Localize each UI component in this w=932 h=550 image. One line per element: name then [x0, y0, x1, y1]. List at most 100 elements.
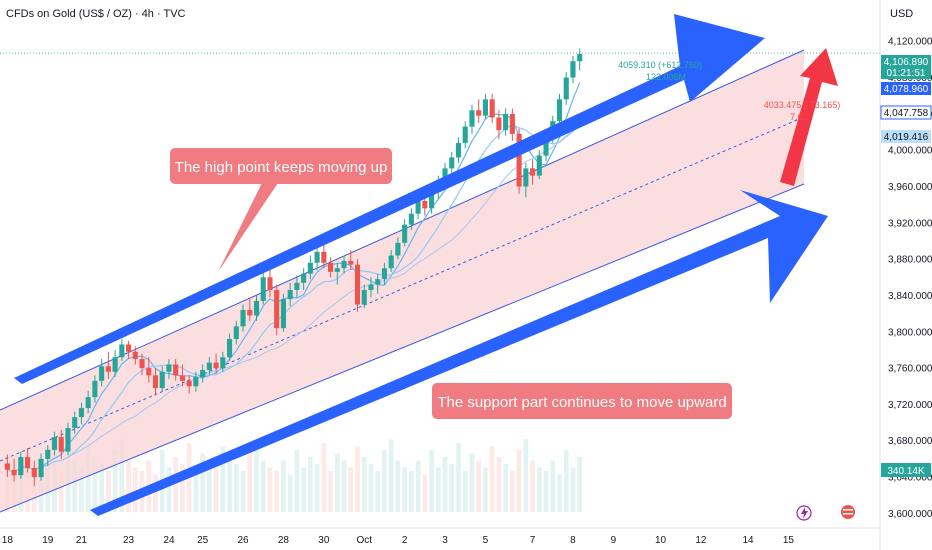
y-tick-label: 3,680.000	[888, 436, 932, 447]
volume-bar	[126, 460, 131, 512]
candle	[18, 451, 24, 479]
y-tick-label: 3,880.000	[888, 255, 932, 266]
volume-bar	[180, 464, 185, 512]
candle	[267, 266, 273, 298]
candle-body	[99, 366, 105, 381]
candle-body	[294, 282, 300, 291]
volume-bar	[79, 467, 84, 512]
candle-body	[556, 99, 563, 122]
candle-body	[408, 213, 414, 225]
callout-high-point[interactable]: The high point keeps moving up	[170, 148, 392, 272]
candle	[200, 364, 206, 383]
candle	[31, 460, 37, 487]
candle-body	[469, 110, 475, 127]
x-tick-label: 2	[402, 535, 408, 546]
volume-bar	[388, 439, 394, 512]
candle-body	[482, 99, 488, 116]
x-tick-label: 12	[695, 535, 707, 546]
candle	[307, 255, 313, 280]
candle-body	[213, 362, 219, 369]
candle-body	[152, 375, 159, 389]
volume-bar	[375, 471, 381, 512]
volume-bar	[308, 457, 313, 512]
candle	[11, 458, 17, 482]
x-axis: 18 19 21 23 24 25 26 28 30 Oct 2 3 5 7 8 9 10 12 14 15	[0, 527, 880, 546]
x-tick-label: 21	[76, 535, 88, 546]
candle	[233, 320, 239, 345]
volume-bar	[213, 467, 219, 512]
candle	[247, 299, 253, 321]
volume-bar	[402, 467, 407, 512]
candle	[51, 431, 58, 456]
candle-body	[415, 201, 421, 214]
candle-body	[139, 359, 145, 369]
candle-body	[361, 290, 367, 305]
volume-bar	[510, 471, 515, 512]
candle-body	[193, 377, 199, 387]
candle-body	[287, 290, 293, 300]
measure-up-volume: 122.008M	[646, 72, 686, 82]
candle	[523, 162, 529, 198]
candle	[381, 262, 387, 285]
candle-body	[375, 279, 381, 285]
volume-bar	[456, 443, 461, 512]
candle-body	[112, 357, 118, 372]
volume-bar	[85, 446, 91, 512]
candle	[314, 246, 320, 271]
candle-body	[577, 53, 583, 62]
candle	[220, 351, 226, 372]
volume-bar	[301, 467, 306, 512]
volume-bar	[543, 471, 549, 512]
candle-body	[119, 344, 125, 358]
y-tick-label: 3,760.000	[888, 364, 932, 375]
trend-arrows	[14, 14, 838, 516]
volume-bar	[577, 457, 583, 512]
volume-bar	[348, 467, 354, 512]
candle	[227, 333, 233, 361]
candle-body	[200, 369, 206, 378]
currency-label[interactable]: USD	[890, 8, 913, 20]
y-tick-label: 3,960.000	[888, 182, 932, 193]
candle	[482, 93, 488, 120]
x-tick-label: 14	[742, 535, 754, 546]
x-tick-label: 18	[2, 535, 14, 546]
flag-icon[interactable]	[841, 505, 855, 519]
candle	[179, 364, 185, 387]
candle	[556, 93, 563, 127]
candle	[361, 284, 367, 309]
candle	[489, 93, 495, 123]
candle	[206, 357, 212, 376]
candle-body	[429, 191, 435, 209]
volume-bar	[260, 460, 266, 512]
candle-body	[314, 251, 320, 263]
candle	[388, 250, 394, 272]
measure-down-volume: 7.6...	[790, 112, 810, 122]
lightning-icon[interactable]	[796, 505, 812, 521]
candle	[4, 454, 10, 478]
candle-body	[247, 309, 253, 316]
volume-bar	[334, 453, 340, 512]
x-tick-label: 28	[278, 535, 290, 546]
candle	[159, 366, 165, 392]
candle	[509, 108, 515, 142]
candle-body	[280, 299, 286, 329]
x-tick-label: 3	[442, 535, 448, 546]
candle-body	[179, 375, 185, 381]
candle	[294, 275, 300, 298]
volume-bar	[496, 457, 502, 512]
candle	[348, 250, 354, 271]
candle-body	[341, 260, 347, 269]
candle-body	[72, 417, 78, 429]
callout-support[interactable]: The support part continues to move upwar…	[432, 383, 732, 419]
volume-bar	[355, 446, 360, 512]
arrow-lower	[90, 190, 828, 516]
volume-tag: 340.14K	[881, 463, 931, 477]
candle-body	[536, 155, 542, 176]
last-price-value: 4,106.890	[884, 57, 929, 68]
candle-body	[126, 344, 132, 352]
x-tick-label: Oct	[356, 535, 372, 546]
arrow-red	[780, 48, 838, 186]
channel-upper-line	[0, 49, 805, 411]
